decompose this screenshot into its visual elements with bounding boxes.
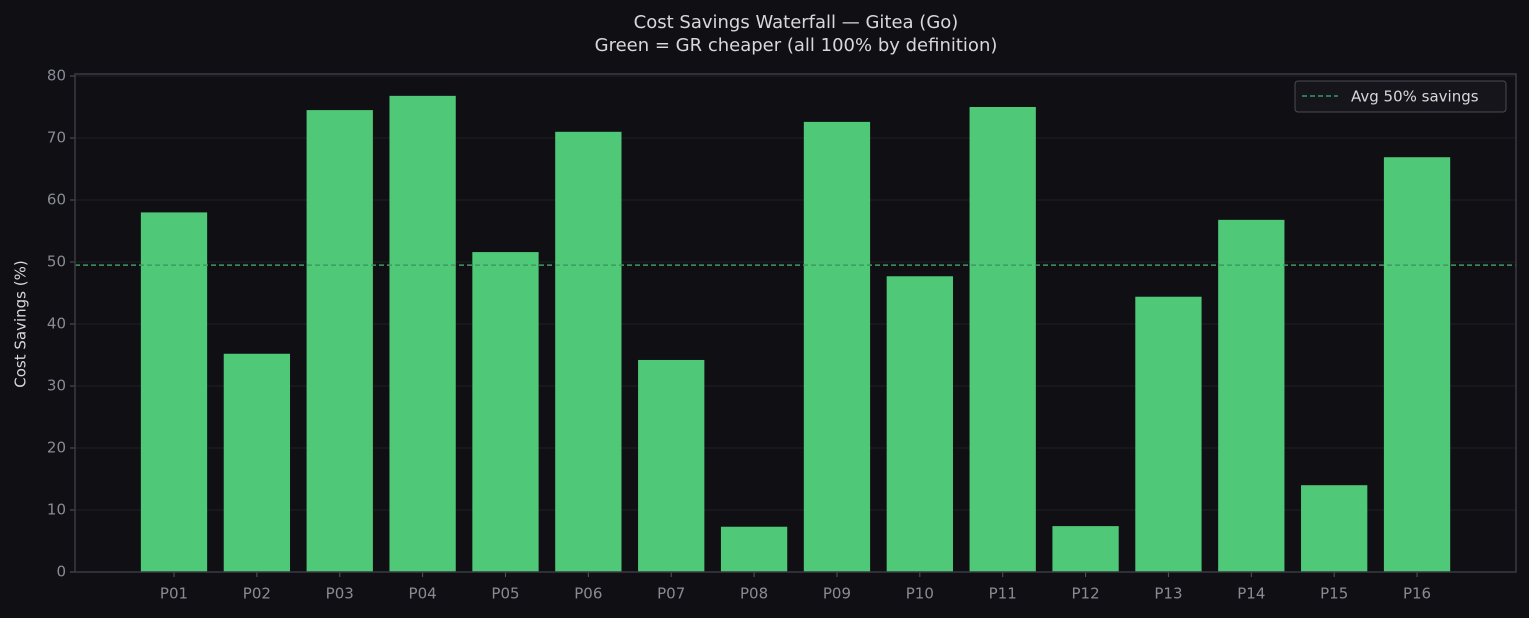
y-tick-label: 50: [47, 253, 66, 271]
bar: [306, 110, 373, 572]
x-tick-label: P09: [823, 585, 851, 603]
legend: Avg 50% savings: [1294, 80, 1507, 113]
bar: [886, 276, 953, 572]
x-tick-label: P13: [1154, 585, 1182, 603]
x-tick-label: P10: [906, 585, 934, 603]
x-tick-label: P03: [326, 585, 354, 603]
y-tick-label: 10: [47, 501, 66, 519]
bar: [720, 526, 788, 572]
y-tick-label: 70: [47, 129, 66, 147]
x-tick-label: P14: [1237, 585, 1265, 603]
bar: [1052, 526, 1119, 572]
bar: [1135, 296, 1202, 572]
y-axis-label: Cost Savings (%): [12, 260, 30, 387]
x-tick-label: P02: [243, 585, 271, 603]
y-tick-label: 30: [47, 377, 66, 395]
x-tick-label: P06: [574, 585, 602, 603]
bar: [140, 212, 208, 572]
y-tick-label: 60: [47, 191, 66, 209]
x-tick-label: P04: [409, 585, 437, 603]
chart-subtitle: Green = GR cheaper (all 100% by definiti…: [595, 35, 998, 56]
bar: [1383, 157, 1451, 572]
x-tick-label: P16: [1403, 585, 1431, 603]
legend-label: Avg 50% savings: [1351, 88, 1479, 106]
legend-box: [1294, 80, 1507, 113]
chart-title: Cost Savings Waterfall — Gitea (Go): [634, 12, 959, 33]
bar: [803, 121, 871, 572]
x-tick-label: P07: [657, 585, 685, 603]
bar: [472, 252, 539, 572]
y-tick-label: 20: [47, 439, 66, 457]
x-tick-label: P01: [160, 585, 188, 603]
x-tick-label: P12: [1071, 585, 1099, 603]
bar: [969, 107, 1036, 572]
bar: [1218, 219, 1285, 572]
bar: [555, 131, 622, 573]
x-tick-label: P08: [740, 585, 768, 603]
x-tick-label: P11: [989, 585, 1017, 603]
y-tick-label: 80: [47, 67, 66, 85]
y-tick-label: 0: [56, 563, 66, 581]
bar: [638, 359, 705, 572]
bar: [389, 95, 456, 572]
y-tick-label: 40: [47, 315, 66, 333]
x-tick-label: P15: [1320, 585, 1348, 603]
bar: [223, 353, 291, 572]
x-tick-label: P05: [491, 585, 519, 603]
bar: [1301, 485, 1368, 572]
plot-frame: [74, 73, 1517, 573]
